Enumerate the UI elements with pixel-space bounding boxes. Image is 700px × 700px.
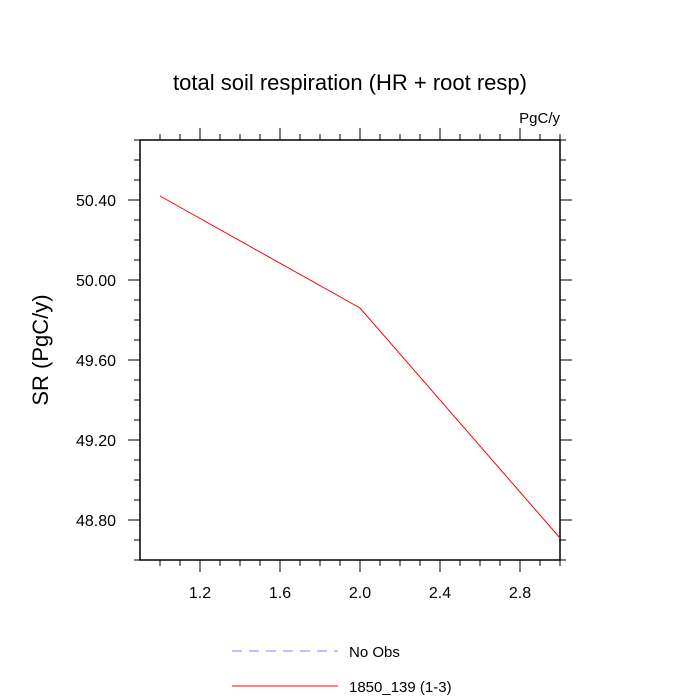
- legend-label: 1850_139 (1-3): [349, 679, 452, 696]
- y-tick-label: 49.20: [76, 433, 116, 450]
- legend: No Obs 1850_139 (1-3): [232, 644, 452, 696]
- plot-area: 1.2 1.6 2.0 2.4 2.8 48.80 49.20 49.60 50.00 50.40: [76, 128, 572, 602]
- plot-frame: [139, 139, 561, 561]
- units-label: PgC/y: [519, 110, 560, 127]
- x-tick-label: 2.0: [349, 585, 371, 602]
- series-line: [159, 195, 561, 539]
- y-axis-label: SR (PgC/y): [28, 294, 53, 405]
- x-tick-label: 1.6: [269, 585, 291, 602]
- chart-title: total soil respiration (HR + root resp): [173, 70, 527, 95]
- y-tick-label: 49.60: [76, 353, 116, 370]
- y-tick-label: 50.00: [76, 273, 116, 290]
- y-tick-label: 48.80: [76, 513, 116, 530]
- x-tick-label: 2.8: [509, 585, 531, 602]
- x-tick-label: 2.4: [429, 585, 451, 602]
- x-tick-label: 1.2: [189, 585, 211, 602]
- legend-label: No Obs: [349, 644, 400, 661]
- y-tick-label: 50.40: [76, 193, 116, 210]
